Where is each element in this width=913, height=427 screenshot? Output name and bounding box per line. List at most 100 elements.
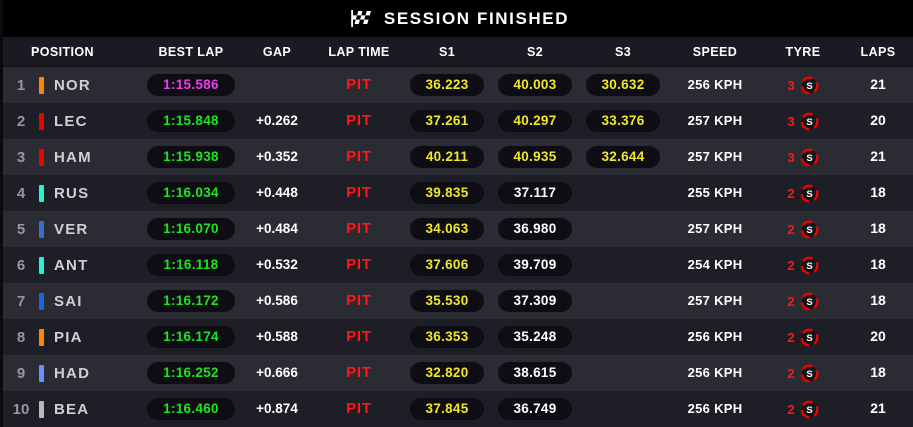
driver-code: HAD xyxy=(54,364,91,382)
best-lap-time: 1:16.172 xyxy=(147,290,235,312)
column-header-position: POSITION xyxy=(31,44,94,59)
sector1-time: 34.063 xyxy=(410,218,484,240)
gap-value: +0.874 xyxy=(256,401,298,416)
table-row: 5 VER 1:16.070 +0.484 PIT 34.063 36.980 … xyxy=(3,211,913,247)
sector2-time: 40.003 xyxy=(498,74,572,96)
sector1-time: 36.223 xyxy=(410,74,484,96)
column-header-laps: LAPS xyxy=(860,44,896,59)
lap-time-status: PIT xyxy=(346,256,372,273)
tyre-compound-letter: S xyxy=(806,116,812,127)
team-color-bar xyxy=(39,256,44,274)
sector1-time: 37.845 xyxy=(410,398,484,420)
team-color-bar xyxy=(39,400,44,418)
sector2-time: 37.117 xyxy=(498,182,572,204)
lap-time-status: PIT xyxy=(346,76,372,93)
position-cell: 2 LEC xyxy=(3,112,143,130)
laps-count: 18 xyxy=(870,292,886,308)
best-lap-time: 1:16.252 xyxy=(147,362,235,384)
tyre-stops-count: 2 xyxy=(787,365,795,381)
position-cell: 6 ANT xyxy=(3,256,143,274)
sector1-time: 32.820 xyxy=(410,362,484,384)
table-row: 3 HAM 1:15.938 +0.352 PIT 40.211 40.935 … xyxy=(3,139,913,175)
laps-count: 21 xyxy=(870,400,886,416)
position-number: 5 xyxy=(16,220,26,238)
soft-tyre-icon: S xyxy=(800,111,819,131)
lap-time-status: PIT xyxy=(346,148,372,165)
column-header-s3: S3 xyxy=(614,44,632,59)
column-header-speed: SPEED xyxy=(692,44,738,59)
best-lap-time: 1:16.174 xyxy=(147,326,235,348)
tyre-compound-letter: S xyxy=(806,368,812,379)
position-cell: 1 NOR xyxy=(3,76,143,94)
sector2-time: 38.615 xyxy=(498,362,572,384)
gap-value: +0.352 xyxy=(256,149,298,164)
sector2-time: 40.297 xyxy=(498,110,572,132)
team-color-bar xyxy=(39,184,44,202)
team-color-bar xyxy=(39,328,44,346)
sector2-time: 36.980 xyxy=(498,218,572,240)
driver-code: BEA xyxy=(54,400,90,418)
laps-count: 20 xyxy=(870,328,886,344)
lap-time-status: PIT xyxy=(346,112,372,129)
speed-value: 254 KPH xyxy=(687,257,743,272)
gap-value: +0.666 xyxy=(256,365,298,380)
speed-value: 256 KPH xyxy=(687,401,743,416)
tyre-compound-letter: S xyxy=(806,332,812,343)
position-number: 7 xyxy=(16,292,26,310)
tyre-stops-count: 2 xyxy=(787,401,795,417)
gap-value: +0.532 xyxy=(256,257,298,272)
best-lap-time: 1:15.848 xyxy=(147,110,235,132)
driver-code: RUS xyxy=(54,184,90,202)
best-lap-time: 1:16.034 xyxy=(147,182,235,204)
tyre-stops-count: 3 xyxy=(787,113,795,129)
team-color-bar xyxy=(39,220,44,238)
position-number: 4 xyxy=(16,184,26,202)
column-headers: POSITION BEST LAP GAP LAP TIME S1 S2 S3 … xyxy=(3,37,913,67)
soft-tyre-icon: S xyxy=(800,75,819,95)
column-header-s2: S2 xyxy=(526,44,544,59)
lap-time-status: PIT xyxy=(346,292,372,309)
table-row: 4 RUS 1:16.034 +0.448 PIT 39.835 37.117 … xyxy=(3,175,913,211)
position-number: 2 xyxy=(16,112,26,130)
speed-value: 255 KPH xyxy=(687,185,743,200)
best-lap-time: 1:15.938 xyxy=(147,146,235,168)
speed-value: 256 KPH xyxy=(687,329,743,344)
tyre-stops-count: 2 xyxy=(787,257,795,273)
table-row: 8 PIA 1:16.174 +0.588 PIT 36.353 35.248 … xyxy=(3,319,913,355)
position-number: 9 xyxy=(16,364,26,382)
team-color-bar xyxy=(39,76,44,94)
lap-time-status: PIT xyxy=(346,364,372,381)
laps-count: 21 xyxy=(870,148,886,164)
sector1-time: 40.211 xyxy=(410,146,484,168)
laps-count: 21 xyxy=(870,76,886,92)
position-cell: 8 PIA xyxy=(3,328,143,346)
position-cell: 9 HAD xyxy=(3,364,143,382)
tyre-stops-count: 3 xyxy=(787,149,795,165)
laps-count: 18 xyxy=(870,364,886,380)
position-cell: 3 HAM xyxy=(3,148,143,166)
speed-value: 257 KPH xyxy=(687,113,743,128)
gap-value: +0.586 xyxy=(256,293,298,308)
driver-code: NOR xyxy=(54,76,91,94)
sector3-time: 32.644 xyxy=(586,146,660,168)
position-number: 6 xyxy=(16,256,26,274)
tyre-stops-count: 3 xyxy=(787,77,795,93)
position-cell: 10 BEA xyxy=(3,400,143,418)
sector3-time: 30.632 xyxy=(586,74,660,96)
sector2-time: 36.749 xyxy=(498,398,572,420)
soft-tyre-icon: S xyxy=(800,255,819,275)
team-color-bar xyxy=(39,292,44,310)
sector1-time: 37.606 xyxy=(410,254,484,276)
soft-tyre-icon: S xyxy=(800,183,819,203)
table-row: 9 HAD 1:16.252 +0.666 PIT 32.820 38.615 … xyxy=(3,355,913,391)
sector1-time: 37.261 xyxy=(410,110,484,132)
best-lap-time: 1:15.586 xyxy=(147,74,235,96)
sector2-time: 37.309 xyxy=(498,290,572,312)
gap-value: +0.448 xyxy=(256,185,298,200)
column-header-gap: GAP xyxy=(262,44,292,59)
column-header-lap-time: LAP TIME xyxy=(328,44,390,59)
table-row: 2 LEC 1:15.848 +0.262 PIT 37.261 40.297 … xyxy=(3,103,913,139)
speed-value: 257 KPH xyxy=(687,221,743,236)
soft-tyre-icon: S xyxy=(800,291,819,311)
